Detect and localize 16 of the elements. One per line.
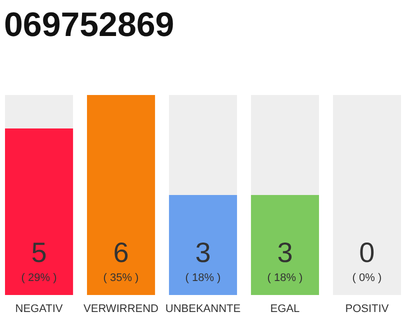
annotation: ( 0% )	[352, 272, 382, 284]
annotation: ( 18% )	[185, 272, 221, 284]
x-tick-label: POSITIV	[345, 303, 390, 315]
annotation: 0	[359, 237, 375, 268]
data-label: 3	[277, 237, 293, 268]
x-tick-label: NEGATIV	[15, 303, 64, 315]
data-label: 6	[113, 237, 129, 268]
annotation: ( 35% )	[103, 272, 139, 284]
x-tick-label: UNBEKANNTE	[165, 303, 241, 315]
x-tick-label: VERWIRREND	[84, 303, 159, 315]
data-label: 3	[195, 237, 211, 268]
data-label: 5	[31, 237, 47, 268]
annotation: ( 18% )	[267, 272, 303, 284]
x-tick-label: EGAL	[270, 303, 300, 315]
chart-title: 069752869	[4, 6, 174, 44]
annotation: ( 29% )	[21, 272, 57, 284]
